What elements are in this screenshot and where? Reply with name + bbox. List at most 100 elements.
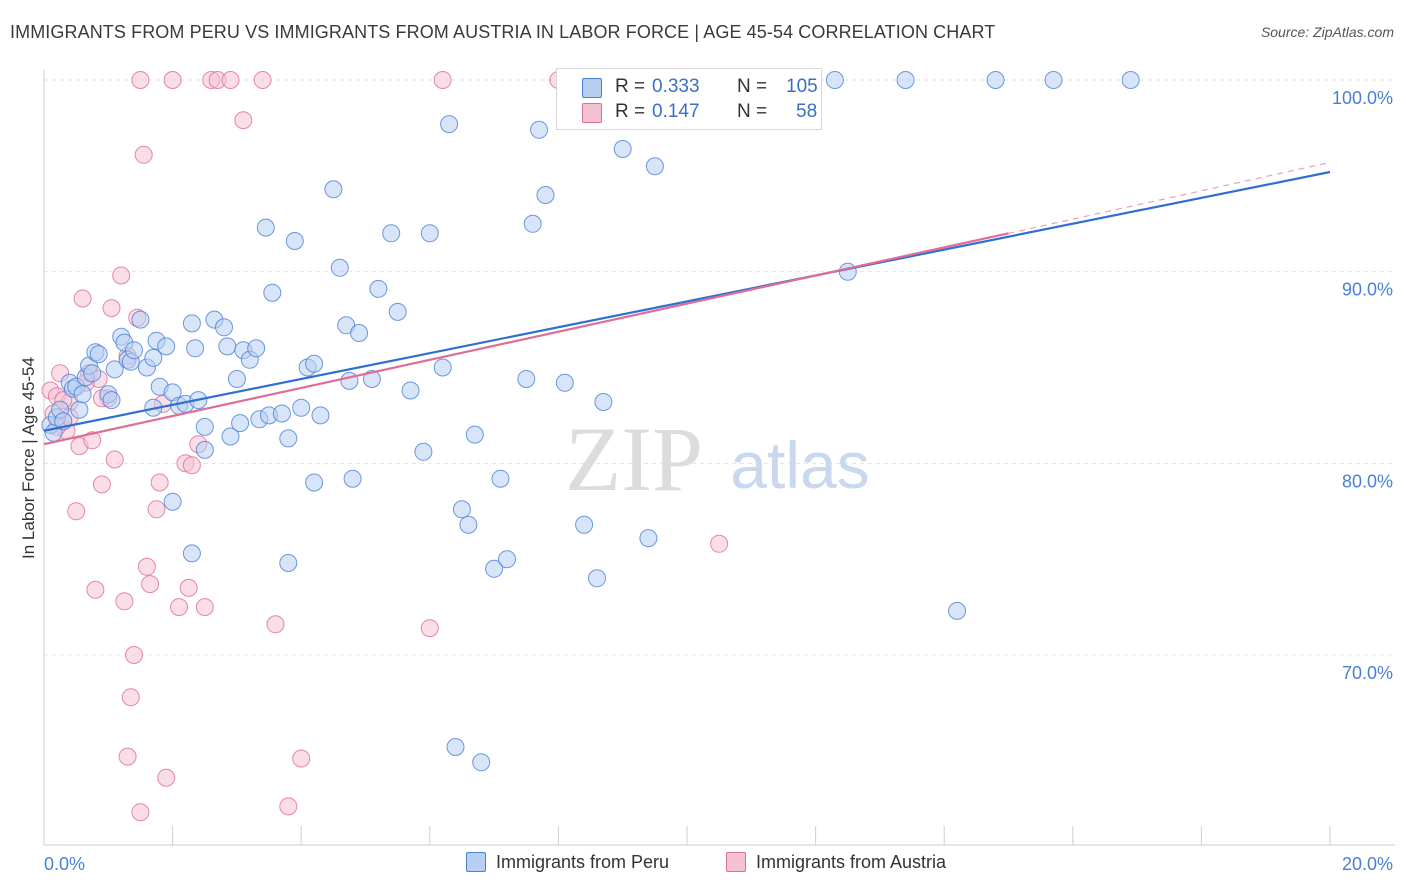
peru-point: [472, 753, 491, 772]
peru-point: [218, 337, 237, 356]
x-tick-label: 0.0%: [44, 854, 85, 874]
peru-point: [530, 120, 549, 139]
austria-point: [102, 299, 121, 318]
austria-r-value: 0.147: [652, 101, 700, 122]
austria-point: [234, 111, 253, 130]
peru-point: [639, 529, 658, 548]
austria-point: [115, 592, 134, 611]
austria-point: [92, 475, 111, 494]
peru-points: [41, 71, 1140, 772]
y-tick-label: 100.0%: [1332, 88, 1393, 108]
trend-lines: [43, 161, 1331, 446]
peru-swatch: [582, 78, 602, 98]
austria-point: [163, 71, 182, 89]
watermark-atlas: atlas: [730, 428, 869, 502]
y-tick-label: 90.0%: [1342, 280, 1393, 300]
peru-point: [279, 554, 298, 572]
peru-point: [195, 417, 214, 436]
peru-point: [446, 738, 465, 756]
austria-point: [157, 768, 176, 787]
austria-trend-extension: [1008, 161, 1331, 234]
peru-point: [247, 339, 266, 358]
axes: [43, 70, 1395, 846]
peru-point: [362, 370, 381, 388]
peru-point: [523, 214, 542, 233]
austria-point: [86, 580, 105, 599]
peru-point: [420, 224, 439, 243]
peru-point: [285, 232, 304, 250]
y-tick-label: 70.0%: [1342, 663, 1393, 683]
austria-point: [112, 266, 131, 285]
peru-point: [83, 364, 102, 383]
peru-n-label: N =: [737, 76, 768, 97]
austria-point: [131, 71, 150, 89]
y-axis-label: In Labor Force | Age 45-54: [19, 357, 38, 559]
peru-point: [465, 425, 484, 444]
peru-point: [986, 71, 1005, 89]
peru-point: [440, 115, 459, 134]
austria-point: [710, 534, 729, 553]
peru-r-value: 0.333: [652, 76, 700, 97]
peru-point: [382, 224, 401, 243]
austria-n-value: 58: [796, 101, 818, 122]
peru-point: [536, 186, 555, 204]
austria-trend-line: [43, 232, 1009, 446]
peru-point: [102, 391, 121, 410]
austria-point: [83, 431, 102, 450]
peru-r-label: R =: [615, 76, 646, 97]
peru-point: [182, 544, 201, 563]
peru-point: [221, 427, 240, 446]
austria-point: [141, 575, 160, 594]
austria-point: [105, 450, 124, 469]
austria-point: [121, 688, 140, 707]
peru-point: [575, 515, 594, 534]
peru-point: [305, 473, 324, 492]
peru-point: [182, 314, 201, 333]
peru-point: [157, 337, 176, 356]
peru-point: [838, 262, 857, 281]
peru-point: [459, 515, 478, 534]
legend-peru: Immigrants from Peru: [466, 852, 669, 873]
legend-austria-swatch: [726, 852, 746, 872]
legend-peru-label: Immigrants from Peru: [496, 852, 670, 872]
austria-point: [137, 557, 156, 576]
watermark-zip: ZIP: [565, 408, 703, 510]
peru-point: [292, 398, 311, 417]
chart-title: IMMIGRANTS FROM PERU VS IMMIGRANTS FROM …: [10, 22, 996, 42]
austria-point: [253, 71, 272, 89]
peru-point: [414, 442, 433, 461]
austria-point: [170, 598, 188, 617]
source-label: Source: ZipAtlas.com: [1260, 24, 1394, 40]
austria-point: [179, 578, 198, 597]
austria-point: [266, 615, 285, 634]
peru-point: [263, 283, 282, 302]
peru-point: [498, 550, 516, 569]
peru-point: [311, 406, 330, 425]
austria-point: [433, 71, 452, 89]
peru-point: [125, 341, 143, 360]
peru-n-value: 105: [786, 76, 818, 97]
y-tick-label: 80.0%: [1342, 471, 1393, 491]
peru-point: [305, 354, 324, 373]
austria-point: [279, 797, 298, 816]
peru-point: [555, 373, 574, 392]
legend-austria-label: Immigrants from Austria: [756, 852, 947, 872]
peru-point: [215, 318, 233, 337]
peru-point: [594, 393, 613, 411]
peru-point: [70, 400, 89, 419]
peru-point: [825, 71, 844, 89]
peru-point: [948, 601, 967, 620]
peru-point: [896, 71, 915, 89]
austria-point: [67, 502, 86, 521]
austria-point: [118, 747, 137, 766]
peru-point: [433, 358, 452, 377]
peru-point: [517, 370, 536, 388]
peru-point: [1044, 71, 1063, 89]
peru-point: [163, 492, 182, 511]
peru-point: [131, 310, 150, 329]
peru-point: [105, 360, 124, 379]
stats-legend: R = 0.333 N = 105 R = 0.147 N = 58: [556, 68, 822, 130]
austria-r-label: R =: [615, 101, 646, 122]
austria-point: [131, 803, 150, 822]
